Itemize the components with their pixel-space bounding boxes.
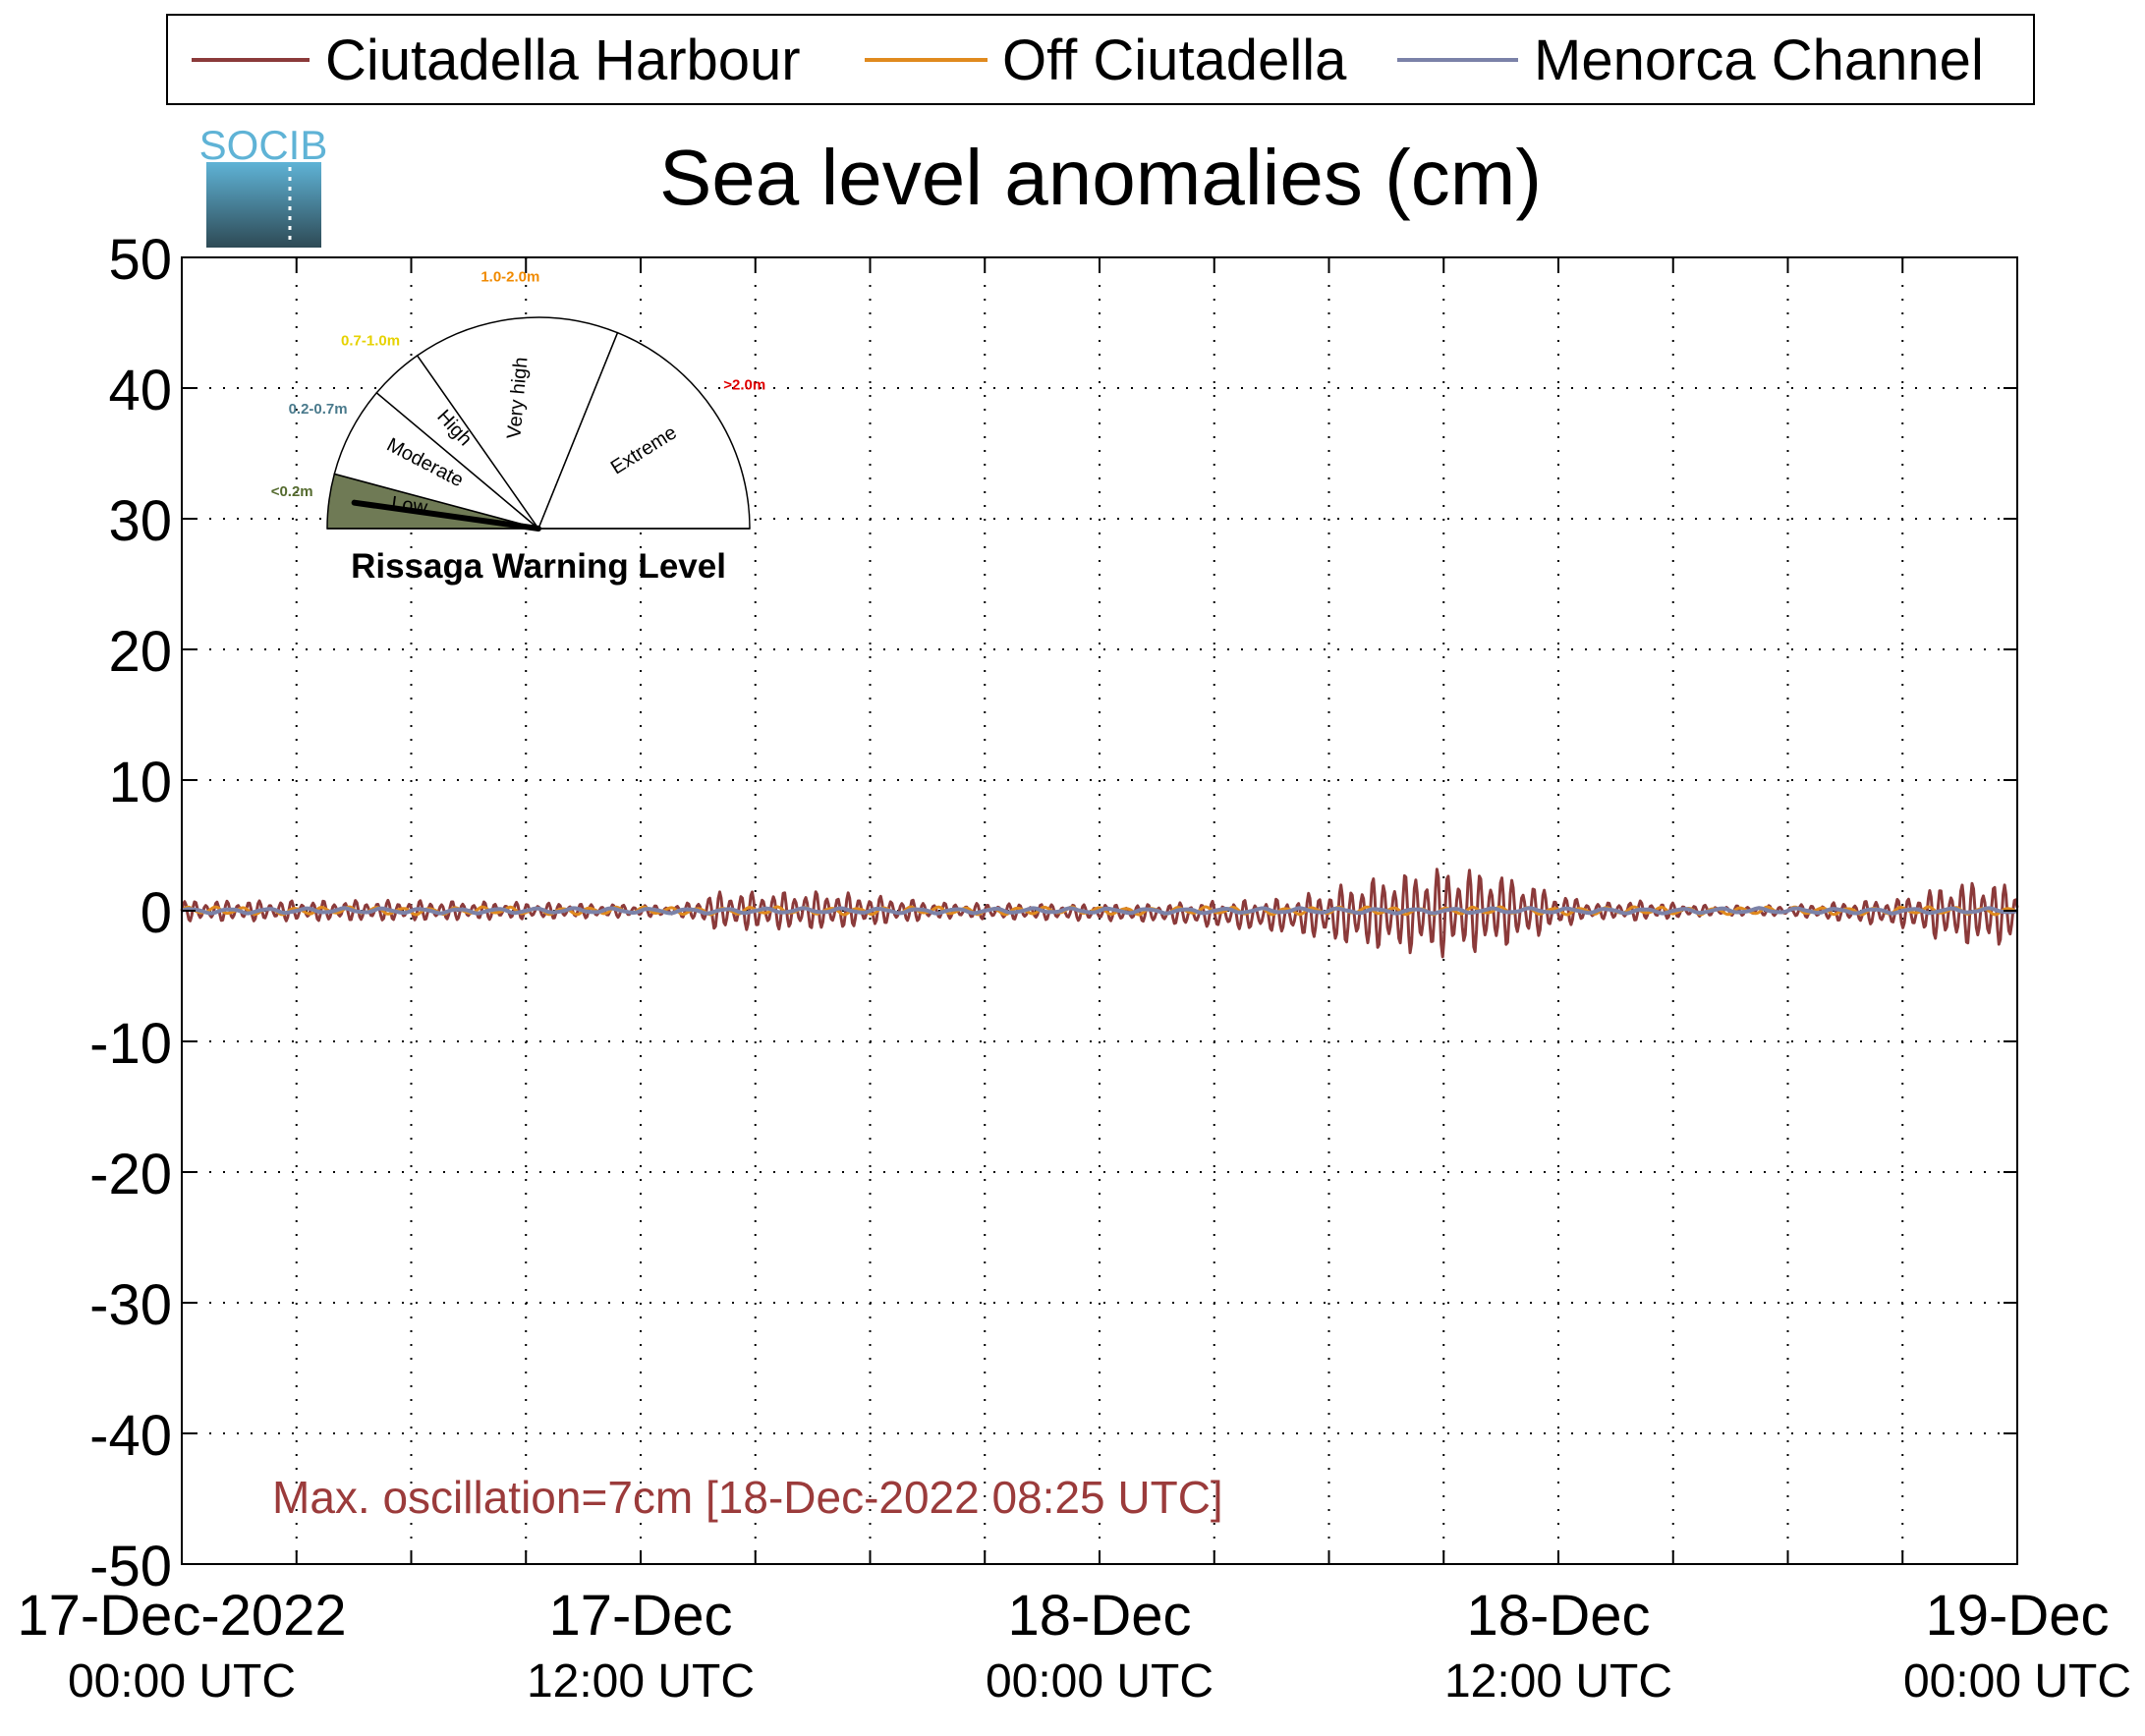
- gauge-range-label: 0.2-0.7m: [289, 401, 348, 418]
- x-tick-label-time: 12:00 UTC: [527, 1655, 755, 1708]
- series-line: [180, 868, 2019, 959]
- gauge-sector: [416, 316, 619, 531]
- y-tick-label: 50: [108, 228, 172, 292]
- legend-label-channel: Menorca Channel: [1534, 28, 1984, 92]
- x-tick-label-date: 17-Dec-2022: [17, 1584, 346, 1648]
- plot-area: -50 -40 -30 -20 -10 0 10 20 30 40 50 17-Dec-2022 00:…: [17, 228, 2131, 1708]
- gauge-title: Rissaga Warning Level: [351, 547, 726, 586]
- y-tick-label: 40: [108, 359, 172, 422]
- x-tick-label-time: 00:00 UTC: [68, 1655, 296, 1708]
- gauge-range-label: 1.0-2.0m: [480, 269, 539, 286]
- legend-label-off: Off Ciutadella: [1002, 28, 1347, 92]
- x-tick-label-time: 12:00 UTC: [1444, 1655, 1672, 1708]
- y-tick-label: 30: [108, 489, 172, 553]
- legend: Ciutadella Harbour Off Ciutadella Menorc…: [166, 14, 2035, 105]
- gauge-range-label: 0.7-1.0m: [341, 332, 400, 349]
- max-oscillation-annotation: Max. oscillation=7cm [18-Dec-2022 08:25 …: [272, 1472, 1223, 1523]
- x-tick-label-time: 00:00 UTC: [986, 1655, 1214, 1708]
- gauge-needle: [351, 499, 541, 532]
- legend-label-harbour: Ciutadella Harbour: [325, 28, 801, 92]
- y-tick-label: -20: [89, 1143, 172, 1206]
- series-line: [181, 906, 2018, 916]
- y-tick-label: -40: [89, 1404, 172, 1468]
- logo-graphic: [206, 162, 321, 248]
- logo-text: SOCIB: [199, 122, 328, 168]
- x-tick-label-date: 17-Dec: [549, 1584, 733, 1648]
- gauge-sector: [536, 331, 751, 530]
- socib-logo: SOCIB: [199, 122, 328, 248]
- x-tick-label-date: 18-Dec: [1467, 1584, 1651, 1648]
- gauge-range-label: >2.0m: [723, 377, 765, 394]
- y-tick-label: 0: [141, 881, 172, 945]
- x-tick-label-date: 18-Dec: [1008, 1584, 1192, 1648]
- chart-title: Sea level anomalies (cm): [659, 134, 1542, 221]
- series-layer: [180, 868, 2019, 959]
- ticks: -50 -40 -30 -20 -10 0 10 20 30 40 50 17-Dec-2022 00:…: [17, 228, 2131, 1708]
- y-tick-label: -30: [89, 1273, 172, 1337]
- x-tick-label-time: 00:00 UTC: [1903, 1655, 2131, 1708]
- legend-box: [166, 14, 2035, 105]
- y-tick-label: -10: [89, 1012, 172, 1076]
- gauge-range-label: <0.2m: [271, 483, 313, 500]
- y-tick-label: 20: [108, 620, 172, 684]
- x-tick-label-date: 19-Dec: [1926, 1584, 2110, 1648]
- y-tick-label: -50: [89, 1535, 172, 1598]
- y-tick-label: 10: [108, 751, 172, 814]
